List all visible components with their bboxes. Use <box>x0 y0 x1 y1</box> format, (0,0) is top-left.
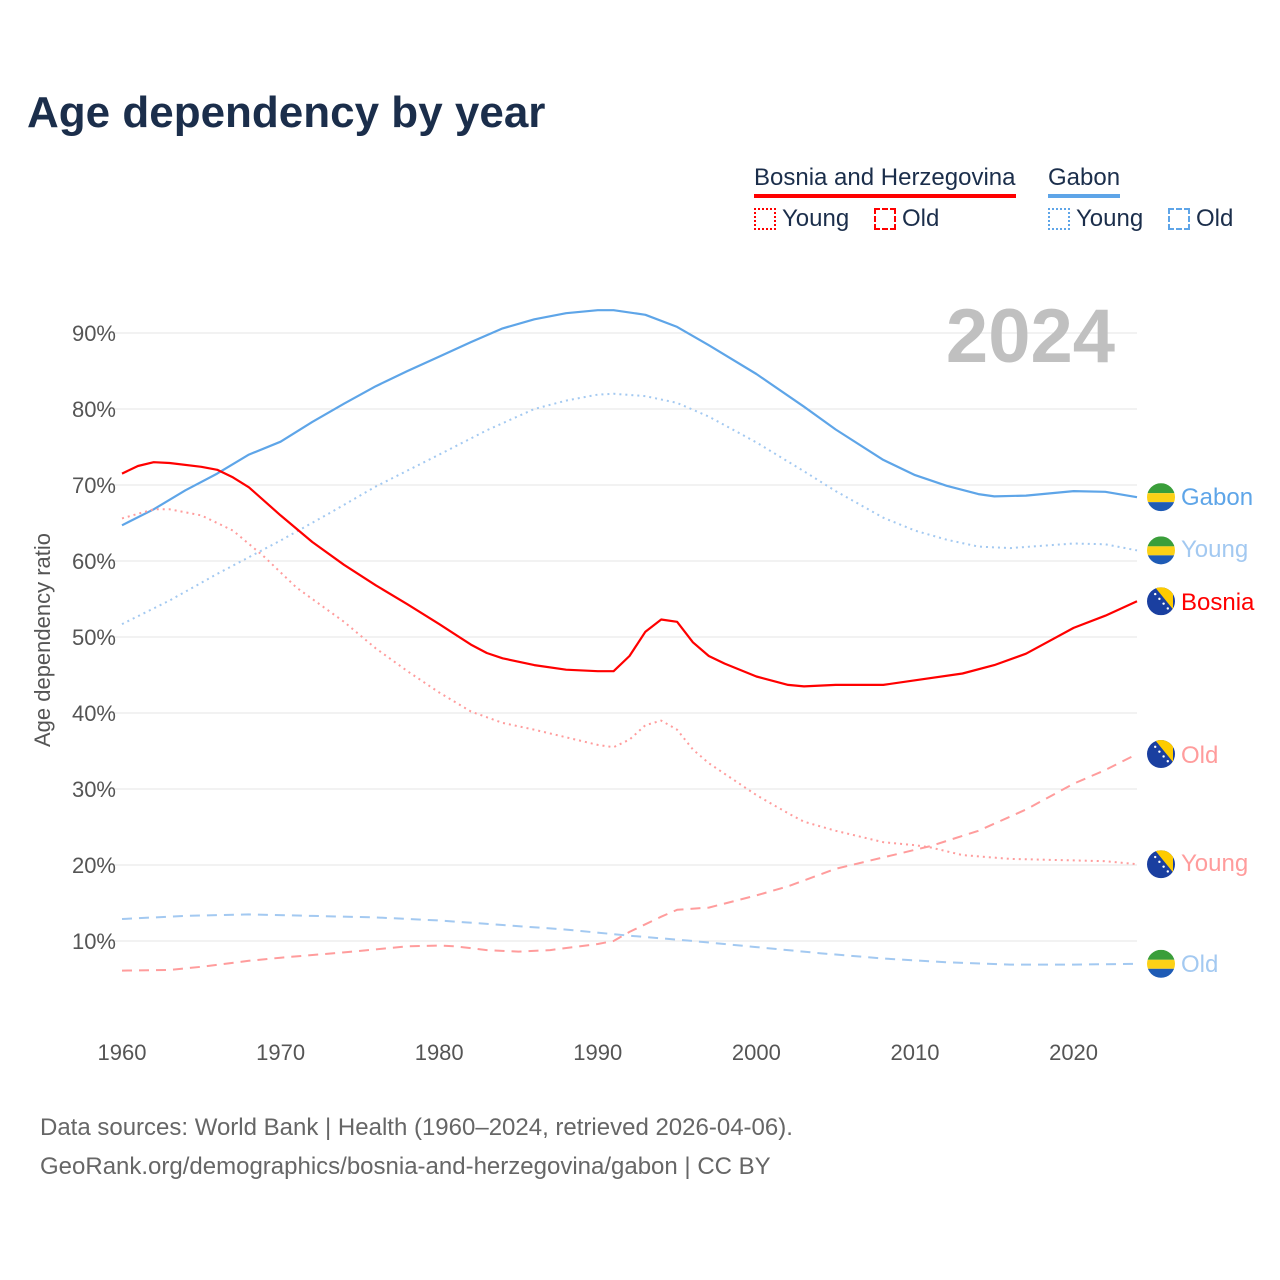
y-axis-label: Age dependency ratio <box>30 533 55 747</box>
bosnia-flag-icon <box>1147 740 1175 769</box>
legend-bosnia-old[interactable]: Old <box>874 205 939 233</box>
chart-title: Age dependency by year <box>27 88 546 137</box>
legend-bosnia[interactable]: Bosnia and Herzegovina <box>754 164 1016 198</box>
legend-bosnia-young[interactable]: Young <box>754 205 849 233</box>
x-tick-label: 1970 <box>256 1040 305 1065</box>
legend-label: Young <box>782 205 850 232</box>
source-note: Data sources: World Bank | Health (1960–… <box>40 1108 793 1186</box>
dashed-swatch-icon <box>1168 208 1190 230</box>
legend-label: Old <box>902 205 940 232</box>
y-tick-label: 40% <box>72 701 116 726</box>
end-label: Old <box>1181 742 1218 769</box>
y-tick-label: 30% <box>72 777 116 802</box>
series-line-bosnia-old[interactable] <box>121 753 1138 972</box>
y-tick-label: 10% <box>72 929 116 954</box>
end-label: Young <box>1181 536 1248 563</box>
y-tick-label: 80% <box>72 397 116 422</box>
legend-label: Old <box>1196 205 1234 232</box>
line-chart: 10% 20% 30% 40% 50% 60% 70% 80% 90% 1960 1970 1980 1… <box>30 294 1255 1065</box>
series-line-bosnia-young[interactable] <box>121 508 1138 866</box>
y-tick-label: 70% <box>72 473 116 498</box>
bosnia-flag-icon <box>1147 850 1175 879</box>
x-tick-label: 2000 <box>732 1040 781 1065</box>
y-tick-label: 60% <box>72 549 116 574</box>
y-tick-label: 20% <box>72 853 116 878</box>
dashed-swatch-icon <box>874 208 896 230</box>
source-line: Data sources: World Bank | Health (1960–… <box>40 1114 793 1141</box>
end-label: Bosnia <box>1181 589 1255 616</box>
legend-gabon[interactable]: Gabon <box>1048 164 1121 198</box>
series-line-gabon[interactable] <box>121 309 1138 527</box>
x-tick-label: 1960 <box>98 1040 147 1065</box>
series-line-bosnia[interactable] <box>121 461 1138 688</box>
source-url[interactable]: GeoRank.org/demographics/bosnia-and-herz… <box>40 1153 771 1180</box>
year-label: 2024 <box>946 294 1115 379</box>
legend-gabon-young[interactable]: Young <box>1048 205 1143 233</box>
x-tick-label: 1980 <box>415 1040 464 1065</box>
gabon-flag-icon <box>1147 949 1175 978</box>
legend-gabon-old[interactable]: Old <box>1168 205 1233 233</box>
x-tick-label: 2020 <box>1049 1040 1098 1065</box>
series-line-gabon-old[interactable] <box>121 913 1138 966</box>
gabon-flag-icon <box>1147 483 1175 512</box>
gabon-flag-icon <box>1147 536 1175 565</box>
y-tick-label: 90% <box>72 321 116 346</box>
x-tick-label: 2010 <box>890 1040 939 1065</box>
x-tick-label: 1990 <box>573 1040 622 1065</box>
end-label: Old <box>1181 951 1218 978</box>
bosnia-flag-icon <box>1147 587 1175 616</box>
end-label: Young <box>1181 850 1248 877</box>
legend-label: Young <box>1076 205 1144 232</box>
end-label: Gabon <box>1181 484 1253 511</box>
dotted-swatch-icon <box>754 208 776 230</box>
series-line-gabon-young[interactable] <box>121 392 1138 625</box>
y-tick-label: 50% <box>72 625 116 650</box>
dotted-swatch-icon <box>1048 208 1070 230</box>
